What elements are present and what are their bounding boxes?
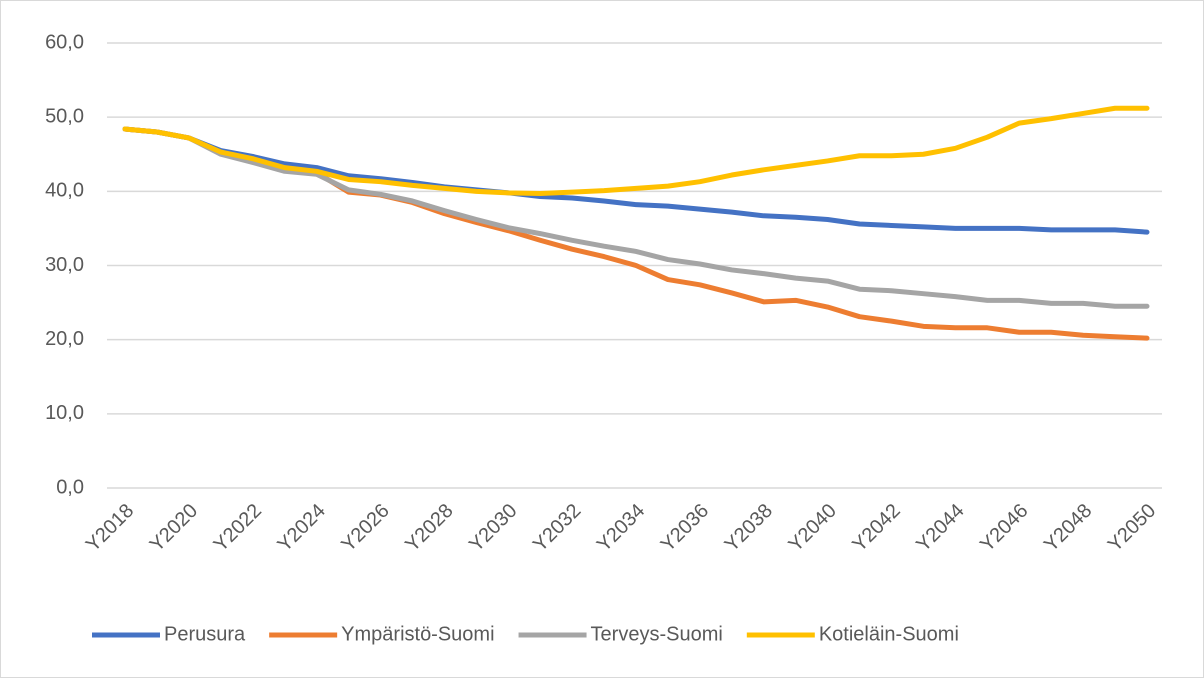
legend-label: Kotieläin-Suomi [819,623,959,645]
legend-label: Perusura [164,623,246,645]
legend-label: Ympäristö-Suomi [341,623,494,645]
y-tick-label: 0,0 [56,476,84,498]
legend-label: Terveys-Suomi [591,623,723,645]
y-tick-label: 40,0 [45,180,84,202]
series-line [122,126,1150,235]
series-line [122,105,1150,197]
y-tick-label: 50,0 [45,105,84,127]
y-tick-label: 10,0 [45,402,84,424]
y-tick-label: 20,0 [45,328,84,350]
y-tick-label: 60,0 [45,31,84,53]
series-line [122,126,1150,309]
y-tick-label: 30,0 [45,254,84,276]
